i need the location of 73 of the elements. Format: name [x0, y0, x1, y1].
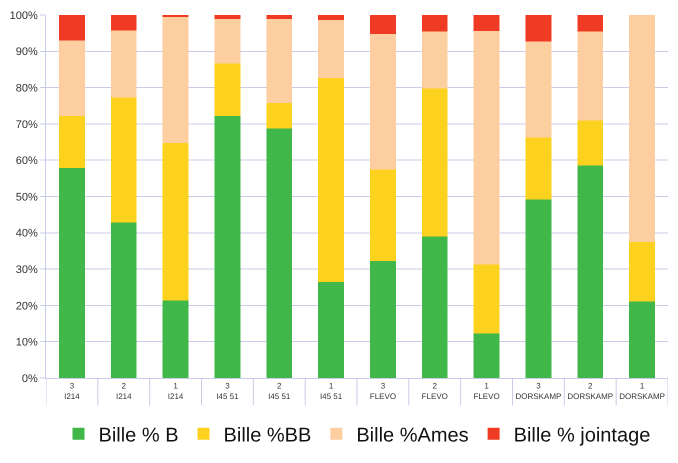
x-tick-label: 3 DORSKAMP [516, 382, 562, 401]
y-tick-label: 70% [16, 118, 38, 131]
bar [577, 15, 604, 32]
bar [266, 103, 292, 129]
bar [318, 282, 344, 378]
bar [318, 78, 344, 282]
bar [110, 30, 137, 98]
bar [266, 18, 292, 104]
y-tick-label: 100% [10, 10, 38, 22]
bar [422, 88, 448, 236]
y-tick-label: 80% [16, 82, 38, 94]
x-tick-label: 3 I45 51 [216, 382, 240, 401]
legend-label: Bille % jointage [514, 424, 650, 447]
bar [577, 166, 604, 378]
bar [525, 138, 552, 200]
bar [110, 15, 137, 31]
x-tick-label: 2 DORSKAMP [567, 382, 614, 401]
bar [214, 116, 240, 378]
x-tick-label: 1 DORSKAMP [619, 382, 665, 401]
bar [474, 30, 500, 264]
bar [577, 32, 604, 120]
bar [58, 40, 85, 116]
bar [214, 64, 240, 116]
bar [110, 97, 137, 223]
y-tick-label: 90% [16, 46, 38, 58]
x-tick-label: 1 I214 [168, 382, 184, 401]
bar [370, 34, 396, 170]
bar [266, 15, 292, 19]
bar [162, 17, 189, 144]
bar [422, 15, 448, 32]
bar [577, 120, 604, 166]
y-tick-label: 20% [16, 300, 38, 312]
legend-label: Bille %BB [224, 424, 312, 447]
legend-label: Bille %Ames [356, 424, 469, 447]
bar [629, 242, 656, 302]
x-tick-label: 3 FLEVO [370, 382, 396, 401]
y-tick-label: 30% [16, 264, 38, 276]
x-tick-label: 2 I45 51 [268, 382, 291, 401]
bar [474, 333, 500, 378]
bar [214, 18, 240, 64]
x-tick-label: 3 I214 [64, 382, 80, 401]
bar [58, 15, 85, 40]
bar [525, 42, 552, 138]
bar [58, 116, 85, 168]
bar [525, 15, 552, 42]
y-tick-label: 50% [16, 191, 38, 204]
y-tick-label: 60% [16, 155, 38, 168]
bar [214, 15, 240, 19]
x-tick-label: 2 FLEVO [422, 382, 448, 401]
bar [629, 301, 656, 378]
legend-label: Bille % B [98, 424, 179, 447]
y-tick-label: 40% [16, 228, 38, 240]
bar [266, 128, 292, 378]
bar [422, 32, 448, 88]
x-tick-label: 2 I214 [116, 382, 132, 401]
bar [110, 222, 137, 378]
bar [162, 143, 189, 300]
y-tick-label: 0% [22, 372, 38, 385]
bar [58, 168, 85, 378]
bar [474, 264, 500, 334]
bar [474, 15, 500, 31]
bar [422, 236, 448, 378]
bar [525, 199, 552, 378]
x-tick-label: 1 I45 51 [320, 382, 343, 401]
bar [370, 15, 396, 34]
bar [318, 20, 344, 78]
bar [162, 300, 189, 378]
bar [629, 15, 656, 242]
y-tick-label: 10% [16, 336, 38, 349]
bar [318, 15, 344, 20]
x-tick-label: 1 FLEVO [473, 382, 500, 401]
bar [370, 170, 396, 261]
bar [370, 260, 396, 378]
